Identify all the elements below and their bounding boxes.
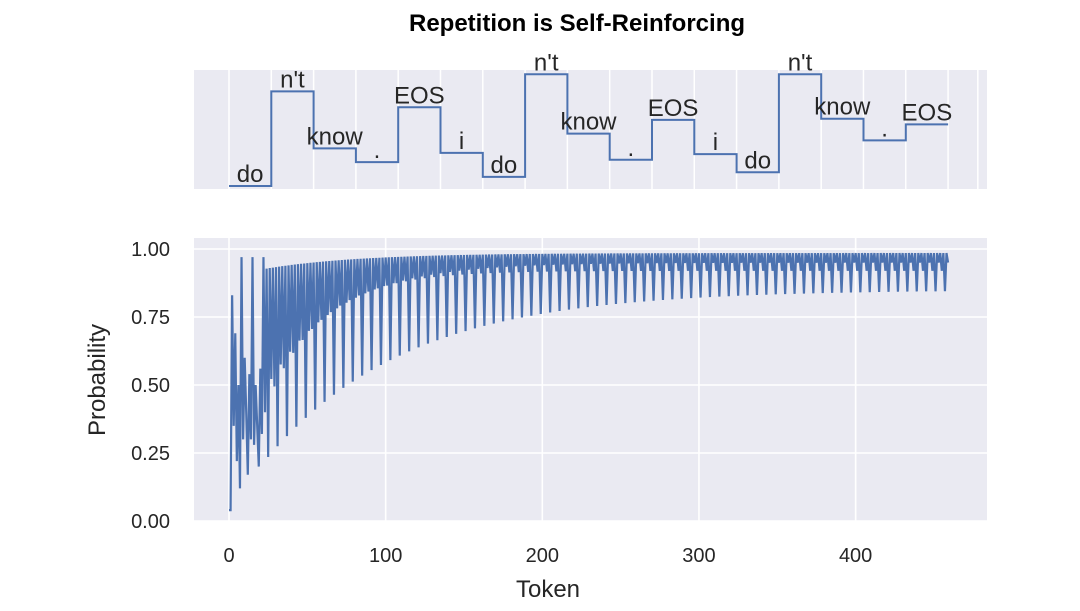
token-label: know [307,123,364,150]
token-label: . [627,135,634,162]
token-step-line [229,73,949,187]
token-label: i [459,128,464,155]
x-tick-label: 400 [839,545,872,567]
chart-title: Repetition is Self-Reinforcing [409,10,745,37]
y-axis-label: Probability [84,324,111,436]
x-tick-label: 300 [682,545,715,567]
token-label: do [744,147,771,174]
token-label: know [560,109,617,136]
y-tick-label: 0.00 [131,511,170,533]
x-axis-label: Token [516,576,580,603]
probability-panel-grid [194,238,987,522]
token-label: do [237,161,264,188]
token-label: n't [788,49,813,76]
x-tick-labels: 0 100 200 300 400 [223,545,872,567]
token-label: EOS [648,95,699,122]
probability-panel: 0.00 0.25 0.50 0.75 1.00 0 100 200 300 400 Proba… [84,238,987,603]
x-tick-label: 200 [526,545,559,567]
token-label: i [713,129,718,156]
x-tick-label: 0 [223,545,234,567]
y-tick-label: 0.25 [131,443,170,465]
token-label: n't [280,66,305,93]
y-tick-label: 1.00 [131,239,170,261]
probability-series-line [229,252,950,512]
y-tick-labels: 0.00 0.25 0.50 0.75 1.00 [131,239,170,533]
y-tick-label: 0.50 [131,375,170,397]
y-tick-label: 0.75 [131,307,170,329]
token-labels: don'tknow.EOSidon'tknow.EOSidon'tknow.EO… [237,49,952,188]
token-label: EOS [902,99,953,126]
token-label: know [814,94,871,121]
token-label: . [374,137,381,164]
token-label: n't [534,49,559,76]
token-label: . [881,115,888,142]
token-label: EOS [394,82,445,109]
token-label: do [491,152,518,179]
x-tick-label: 100 [369,545,402,567]
token-panel: don'tknow.EOSidon'tknow.EOSidon'tknow.EO… [194,49,987,189]
token-panel-background [194,70,987,189]
